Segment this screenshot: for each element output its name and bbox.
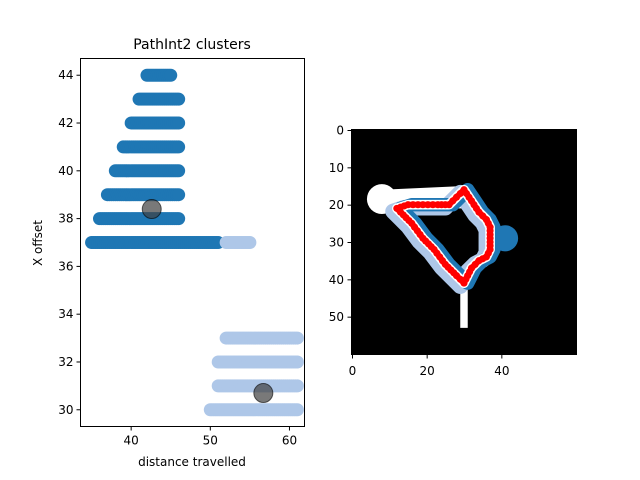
scatter-point: [290, 403, 304, 417]
image-marks: [366, 182, 519, 328]
scatter-point: [290, 331, 304, 345]
y-tick-label: 42: [58, 116, 73, 130]
track-stem: [460, 271, 468, 328]
y-tick-label: 30: [329, 236, 344, 250]
scatter-title: PathInt2 clusters: [133, 37, 251, 53]
scatter-point: [172, 212, 186, 226]
x-tick-label: 40: [494, 364, 509, 378]
y-tick-label: 36: [58, 259, 73, 273]
y-tick-label: 30: [58, 403, 73, 417]
red-path-point: [429, 201, 437, 209]
scatter-y-ticks: 30 32 34 36 38 40 42 44: [58, 68, 81, 417]
scatter-axes-frame: [80, 58, 305, 427]
image-y-ticks: 0 10 20 30 40 50: [329, 124, 352, 324]
scatter-y-label: X offset: [31, 220, 45, 266]
x-tick-label: 20: [420, 364, 435, 378]
scatter-x-ticks: 40 50 60: [124, 426, 297, 448]
path-image-plot: 0 20 40 0 10 20 30 40 50: [329, 124, 577, 378]
cluster-a-bulge: [492, 225, 519, 252]
red-path-point: [419, 201, 427, 209]
red-path-point: [404, 201, 412, 209]
x-tick-label: 50: [203, 434, 218, 448]
scatter-point: [290, 355, 304, 369]
scatter-point: [172, 164, 186, 178]
red-path-point: [396, 208, 405, 216]
y-tick-label: 38: [58, 212, 73, 226]
red-path-point: [409, 201, 417, 209]
x-tick-label: 40: [124, 434, 139, 448]
x-tick-label: 0: [349, 364, 357, 378]
image-x-ticks: 0 20 40: [349, 354, 509, 378]
red-path-point: [424, 201, 432, 209]
cluster-centroid: [141, 199, 162, 220]
scatter-point: [172, 92, 186, 106]
scatter-point: [243, 236, 257, 249]
y-tick-label: 0: [336, 124, 344, 138]
y-tick-label: 44: [58, 68, 73, 82]
scatter-point: [164, 68, 178, 82]
scatter-plot: 40 50 60 30 32 34 36 38 40 42 44 PathInt2 cluster…: [31, 37, 305, 469]
y-tick-label: 50: [329, 310, 344, 324]
y-tick-label: 10: [329, 161, 344, 175]
scatter-point: [290, 379, 304, 393]
y-tick-label: 40: [58, 164, 73, 178]
scatter-point: [172, 188, 186, 202]
cluster-centroid: [253, 383, 274, 404]
red-path-point: [414, 201, 422, 209]
y-tick-label: 20: [329, 198, 344, 212]
y-tick-label: 32: [58, 355, 73, 369]
y-tick-label: 40: [329, 273, 344, 287]
scatter-x-label: distance travelled: [138, 455, 246, 469]
y-tick-label: 34: [58, 307, 73, 321]
scatter-point: [172, 116, 186, 130]
scatter-point: [172, 140, 186, 154]
scatter-marks: [85, 68, 304, 417]
x-tick-label: 60: [282, 434, 297, 448]
